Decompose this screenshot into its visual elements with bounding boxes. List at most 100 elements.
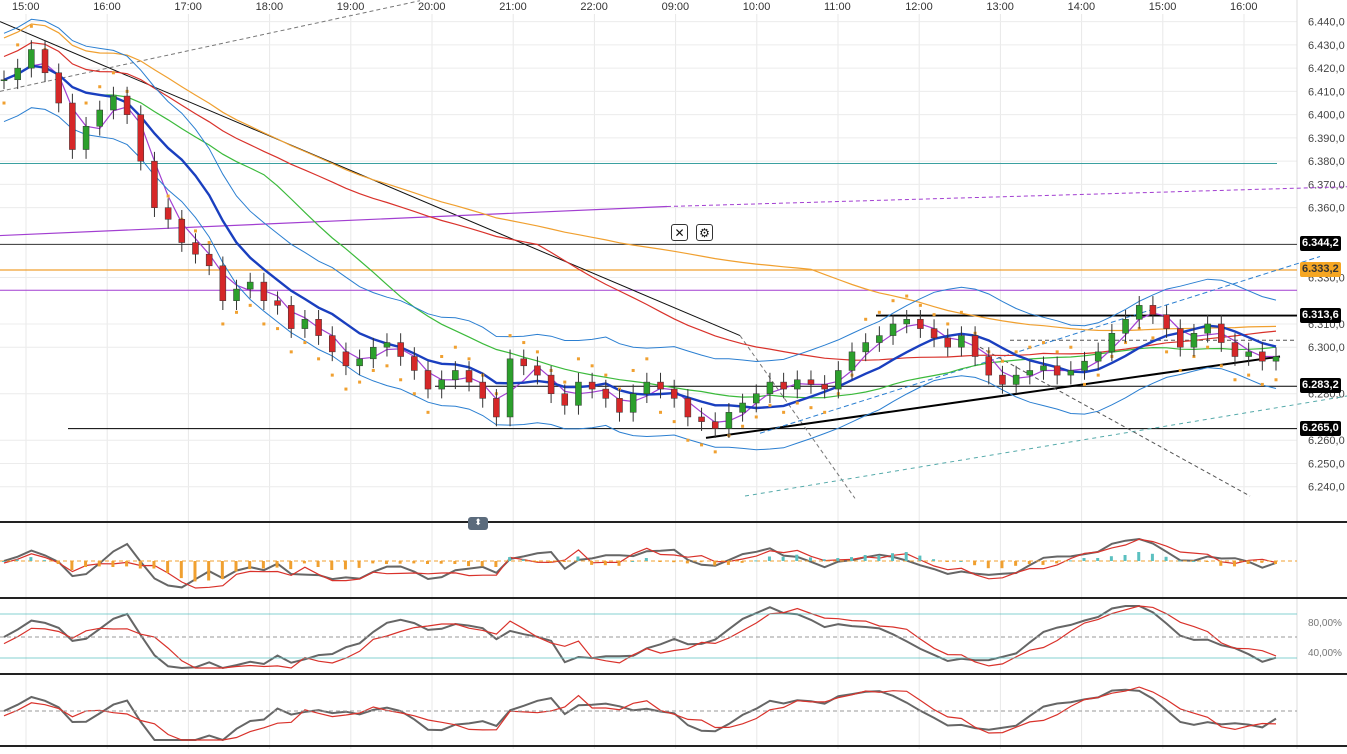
candle-body	[287, 305, 295, 329]
macd-line	[3, 537, 1277, 589]
candle-body	[28, 49, 35, 69]
candle-body	[1135, 305, 1143, 320]
candle-body	[711, 421, 719, 429]
sar-dot	[631, 368, 635, 372]
macd-histogram-bar	[1041, 561, 1045, 565]
time-tick-label: 21:00	[499, 1, 527, 13]
sar-dot	[1233, 378, 1237, 382]
macd-histogram-bar	[850, 557, 853, 561]
macd-histogram-bar	[740, 561, 744, 563]
sar-dot	[686, 438, 690, 442]
macd-histogram-bar	[179, 561, 183, 579]
macd-histogram-bar	[973, 561, 977, 566]
candle-body	[1245, 351, 1252, 357]
candle-body	[479, 381, 486, 399]
candle-body	[547, 374, 555, 394]
sar-dot	[303, 341, 307, 345]
candle-body	[137, 114, 145, 162]
sar-dot	[782, 410, 786, 414]
candle-body	[643, 381, 651, 394]
sar-dot	[1083, 382, 1087, 386]
ma-red	[3, 41, 1277, 361]
sar-dot	[385, 364, 389, 368]
sar-dot	[604, 373, 608, 377]
macd-histogram-bar	[1027, 561, 1031, 564]
macd-histogram-bar	[97, 561, 101, 567]
sar-dot	[1260, 382, 1264, 386]
macd-histogram-bar	[56, 561, 60, 564]
time-tick-label: 12:00	[905, 1, 933, 13]
time-tick-label: 11:00	[824, 1, 851, 13]
sar-dot	[276, 327, 280, 331]
sar-dot	[1014, 350, 1018, 354]
support-resistance-lines[interactable]	[0, 0, 1347, 499]
close-icon[interactable]: ✕	[671, 224, 688, 241]
macd-histogram-bar	[1055, 561, 1059, 564]
sar-dot	[111, 71, 115, 75]
candle-body	[342, 351, 350, 367]
price-tick-label: 6.380,0	[1308, 156, 1345, 168]
candle-body	[1012, 374, 1020, 385]
macd-histogram-bar	[111, 561, 115, 567]
macd-histogram-bar	[1164, 556, 1168, 561]
sar-dot	[399, 378, 403, 382]
macd-histogram-bar	[576, 556, 580, 561]
macd-histogram-bar	[193, 561, 197, 582]
sar-dot	[166, 194, 170, 198]
candle-body	[192, 242, 199, 255]
macd-histogram-bar	[1232, 561, 1236, 567]
macd-histogram-bar	[15, 559, 19, 561]
indicator-panels: 80,00% 40,00%	[0, 537, 1342, 742]
candle-body	[848, 351, 856, 371]
candle-body	[725, 412, 733, 429]
candle-body	[1177, 328, 1184, 348]
price-tick-label: 6.430,0	[1308, 40, 1345, 52]
macd-histogram-bar	[1096, 558, 1100, 561]
time-tick-label: 14:00	[1068, 1, 1096, 13]
macd-histogram-bar	[1014, 561, 1018, 566]
candle-body	[14, 67, 21, 81]
sar-dot	[1041, 341, 1045, 345]
candle-body	[821, 384, 828, 390]
sar-dot	[905, 294, 909, 298]
candle-body	[383, 342, 391, 348]
candle-body	[301, 319, 309, 329]
time-tick-label: 16:00	[1230, 1, 1258, 13]
candle-body	[274, 300, 281, 306]
candle-body	[233, 288, 240, 301]
candle-body	[178, 219, 186, 243]
macd-histogram-bar	[521, 559, 525, 561]
ma-green	[3, 65, 1277, 399]
price-tick-label: 6.370,0	[1308, 179, 1345, 191]
bollinger-upper	[3, 18, 1277, 363]
macd-histogram-bar	[1219, 561, 1223, 566]
panel-resize-handle[interactable]: ⬍	[468, 517, 488, 530]
candle-body	[889, 323, 897, 336]
candle-body	[1204, 323, 1211, 334]
sar-dot	[645, 357, 649, 361]
sar-dot	[467, 357, 471, 361]
macd-histogram-bar	[1246, 561, 1250, 564]
time-tick-label: 20:00	[418, 1, 446, 13]
price-tag: 6.283,2	[1300, 378, 1341, 394]
sar-dot	[946, 322, 950, 326]
time-tick-label: 15:00	[1149, 1, 1177, 13]
ma-blue	[3, 64, 1277, 410]
time-tick-label: 16:00	[93, 1, 121, 13]
sar-dot	[932, 313, 936, 317]
macd-histogram-bar	[302, 561, 306, 564]
bollinger-lower	[3, 107, 1277, 451]
candle-body	[110, 95, 117, 111]
sar-dot	[590, 364, 594, 368]
gear-icon[interactable]: ⚙	[696, 224, 713, 241]
time-tick-label: 15:00	[12, 1, 40, 13]
candle-body	[69, 102, 76, 150]
candle-body	[780, 381, 787, 390]
sar-dot	[1247, 373, 1251, 377]
macd-histogram-bar	[453, 561, 457, 564]
candle-body	[1190, 333, 1198, 348]
price-tag: 6.265,0	[1300, 420, 1341, 436]
macd-histogram-bar	[617, 561, 621, 566]
